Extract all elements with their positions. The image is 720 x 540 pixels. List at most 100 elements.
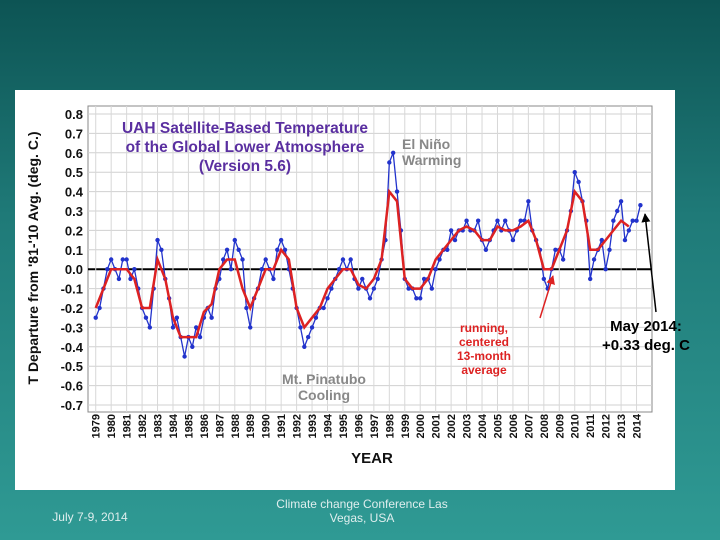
data-point (147, 325, 153, 330)
x-tick-label: 1989 (245, 414, 257, 438)
data-point (618, 199, 624, 204)
data-point (475, 218, 481, 223)
x-tick-label: 2011 (585, 414, 597, 438)
data-point (340, 257, 346, 262)
y-tick-label: 0.8 (65, 107, 83, 122)
data-point (360, 276, 365, 282)
data-point (541, 276, 547, 282)
average-line (94, 188, 630, 339)
data-point (483, 247, 489, 252)
data-point (271, 276, 276, 282)
x-tick-label: 1981 (122, 414, 134, 438)
annotation: average (461, 363, 507, 377)
x-tick-label: 2012 (601, 414, 613, 438)
data-point (572, 170, 577, 175)
data-point (495, 218, 500, 223)
annotation: centered (459, 335, 509, 349)
footer-event: Climate change Conference Las Vegas, USA (276, 497, 448, 525)
data-point (228, 267, 234, 272)
y-tick-label: -0.4 (61, 340, 84, 355)
data-point (93, 315, 98, 320)
y-tick-label: 0.3 (65, 204, 83, 219)
data-point (155, 237, 160, 243)
chart-title: (Version 5.6) (199, 158, 291, 175)
data-point (626, 228, 632, 233)
x-tick-label: 1985 (183, 414, 195, 438)
data-point (356, 286, 361, 291)
annotation-arrow (641, 213, 657, 313)
y-axis-title: T Departure from '81-'10 Avg. (deg. C.) (25, 132, 41, 385)
y-tick-label: 0.7 (65, 126, 83, 141)
data-point (576, 179, 581, 185)
annotation: Warming (402, 152, 461, 168)
data-point (197, 334, 203, 340)
data-point (132, 267, 137, 272)
data-point (275, 247, 280, 252)
data-point (448, 228, 454, 233)
data-point (97, 305, 102, 311)
data-point (143, 315, 149, 320)
data-point (105, 267, 110, 272)
x-tick-label: 1999 (400, 414, 412, 438)
data-point (638, 202, 643, 208)
data-point (433, 267, 438, 272)
data-point (302, 344, 307, 349)
x-tick-label: 2009 (554, 414, 566, 438)
x-tick-label: 1993 (307, 414, 319, 438)
data-point (263, 257, 268, 262)
data-point (510, 237, 516, 243)
x-tick-label: 1988 (230, 414, 242, 438)
data-point (599, 237, 604, 243)
data-point (224, 247, 230, 252)
data-point (406, 286, 411, 291)
data-point (553, 247, 558, 252)
data-point (611, 218, 616, 223)
y-tick-label: 0.2 (65, 223, 83, 238)
x-tick-label: 2001 (431, 414, 443, 438)
data-point (437, 257, 442, 262)
data-point (367, 296, 373, 301)
data-point (329, 286, 334, 291)
y-tick-label: -0.5 (61, 359, 83, 374)
annotation: May 2014: (610, 318, 682, 335)
footer-date: July 7-9, 2014 (52, 510, 128, 524)
x-tick-label: 2006 (508, 414, 520, 438)
data-point (336, 267, 342, 272)
x-tick-label: 1994 (323, 413, 335, 438)
data-point (560, 257, 566, 262)
x-tick-label: 1979 (91, 414, 103, 438)
data-point (305, 334, 311, 340)
annotation: Mt. Pinatubo (282, 371, 366, 387)
y-tick-label: 0.1 (65, 243, 83, 258)
x-tick-label: 1996 (353, 414, 365, 438)
x-tick-label: 2008 (539, 414, 551, 438)
data-point (128, 276, 133, 282)
data-point (630, 218, 635, 223)
data-point (108, 257, 114, 262)
data-point (375, 276, 380, 282)
data-point (603, 267, 608, 272)
x-tick-label: 2013 (616, 414, 628, 438)
data-point (587, 276, 593, 282)
data-point (232, 237, 237, 243)
data-point (607, 247, 612, 252)
data-point (124, 257, 129, 262)
data-point (321, 305, 326, 311)
data-point (526, 199, 531, 204)
x-tick-label: 2007 (523, 414, 535, 438)
y-tick-label: -0.3 (61, 320, 83, 335)
x-tick-label: 1991 (276, 414, 288, 438)
data-point (445, 247, 450, 252)
y-tick-label: -0.6 (61, 379, 83, 394)
annotation: running, (460, 321, 508, 335)
annotation-arrow (539, 275, 555, 319)
data-point (259, 267, 265, 272)
data-point (429, 286, 435, 291)
data-point (421, 276, 427, 282)
plot-frame (87, 105, 653, 413)
x-tick-label: 2003 (462, 414, 474, 438)
chart-title: UAH Satellite-Based Temperature (122, 120, 368, 137)
data-point (282, 247, 288, 252)
